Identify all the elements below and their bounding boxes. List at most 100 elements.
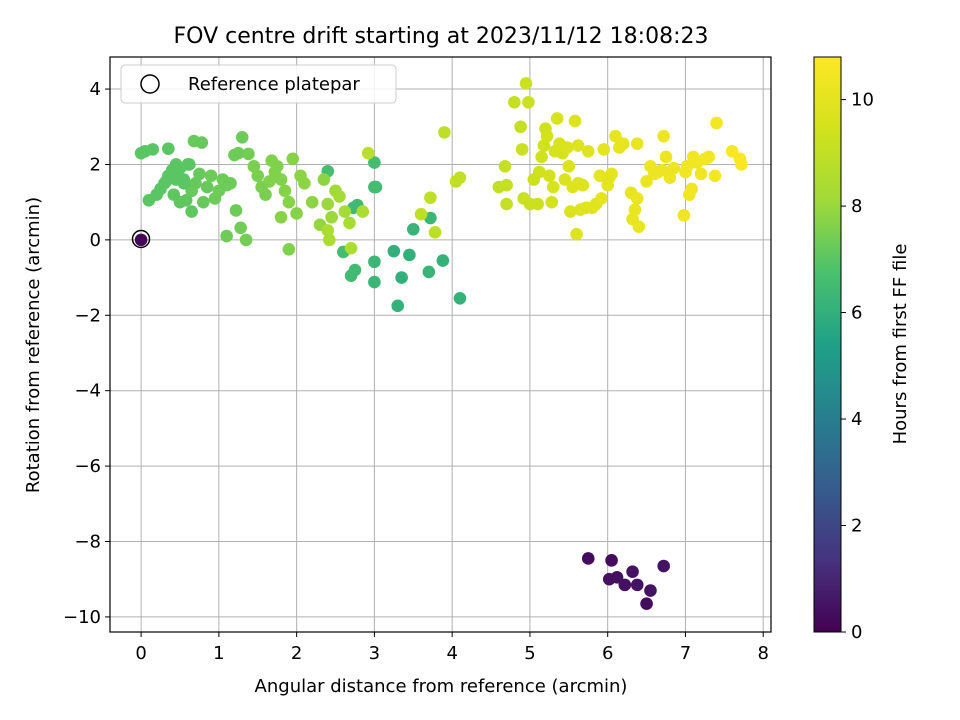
data-point — [177, 177, 191, 190]
data-point — [605, 554, 618, 567]
data-point — [278, 184, 292, 198]
data-point — [535, 150, 548, 164]
data-point — [593, 169, 607, 183]
y-tick-label: −4 — [74, 381, 101, 402]
data-point — [630, 578, 644, 592]
data-point — [229, 204, 243, 217]
data-point — [251, 169, 265, 183]
data-point — [628, 203, 642, 217]
data-point — [694, 167, 708, 181]
colorbar-tick-label: 0 — [851, 622, 862, 643]
data-point — [159, 175, 173, 188]
data-point — [368, 255, 381, 269]
data-point — [290, 207, 303, 220]
data-points — [134, 77, 748, 611]
data-point — [428, 226, 442, 239]
data-point — [500, 178, 513, 192]
chart-title: FOV centre drift starting at 2023/11/12 … — [174, 24, 709, 49]
data-point — [640, 597, 653, 611]
data-point — [543, 169, 556, 183]
data-point — [597, 143, 611, 156]
data-point — [514, 120, 527, 134]
data-point — [387, 244, 401, 258]
data-point — [282, 195, 296, 209]
data-point — [369, 180, 383, 194]
data-point — [259, 188, 272, 201]
legend-entry-reference: Reference platepar — [188, 74, 360, 95]
data-point — [595, 192, 608, 205]
data-point — [640, 175, 653, 188]
data-point — [321, 224, 335, 237]
data-point — [356, 205, 370, 218]
data-point — [242, 147, 255, 161]
data-point — [263, 175, 276, 188]
colorbar-label: Hours from first FF file — [890, 244, 911, 445]
y-tick-label: −8 — [74, 532, 101, 553]
data-point — [453, 171, 467, 184]
y-tick-label: −2 — [74, 305, 101, 326]
data-point — [438, 126, 451, 139]
colorbar-gradient — [813, 56, 842, 633]
y-tick-label: 0 — [90, 230, 101, 251]
data-point — [545, 195, 559, 209]
data-point — [532, 165, 546, 179]
data-point — [361, 146, 375, 160]
data-point — [183, 158, 196, 171]
data-point — [195, 136, 209, 149]
data-point — [317, 173, 331, 186]
x-tick-label: 7 — [680, 643, 691, 664]
data-point — [564, 205, 577, 218]
data-point — [325, 210, 338, 224]
data-point — [659, 150, 673, 164]
data-point — [368, 156, 381, 169]
data-point — [677, 209, 691, 222]
y-tick-label: 4 — [90, 79, 101, 100]
y-axis-label: Rotation from reference (arcmin) — [23, 197, 44, 493]
data-point — [403, 248, 416, 262]
data-point — [185, 205, 198, 218]
colorbar-tick-label: 10 — [851, 90, 874, 111]
data-point — [232, 146, 245, 160]
data-point — [522, 95, 535, 109]
data-point — [618, 578, 632, 592]
data-point — [531, 197, 545, 211]
colorbar-tick-label: 6 — [851, 303, 862, 324]
data-point — [162, 142, 175, 155]
data-point — [274, 173, 288, 186]
data-point — [657, 129, 670, 143]
grid — [110, 57, 771, 632]
y-tick-label: −6 — [74, 456, 101, 477]
colorbar-tick-label: 8 — [851, 196, 862, 217]
x-tick-label: 2 — [291, 643, 302, 664]
data-point — [581, 552, 595, 565]
data-point — [685, 182, 698, 196]
data-point — [193, 167, 206, 181]
y-tick-label: −10 — [63, 607, 101, 628]
data-point — [422, 265, 436, 279]
data-point — [436, 254, 450, 267]
data-point — [343, 216, 356, 230]
data-point — [630, 137, 644, 151]
data-point — [282, 242, 296, 256]
legend: Reference platepar — [120, 64, 397, 104]
data-point — [632, 220, 646, 233]
data-point — [735, 158, 748, 171]
data-point — [605, 167, 618, 181]
data-point — [708, 169, 722, 183]
data-point — [568, 114, 582, 128]
colorbar-tick-label: 2 — [851, 516, 862, 537]
data-point — [344, 241, 358, 255]
data-point — [519, 77, 533, 90]
data-point — [651, 165, 665, 179]
legend-box — [120, 64, 397, 104]
data-point — [644, 584, 657, 597]
data-point — [616, 137, 630, 151]
data-point — [657, 559, 670, 573]
data-point — [274, 210, 288, 224]
data-point — [179, 193, 193, 207]
data-point — [550, 112, 564, 125]
data-point — [189, 177, 202, 190]
data-point — [576, 178, 590, 192]
colorbar-tick-label: 4 — [851, 409, 862, 430]
